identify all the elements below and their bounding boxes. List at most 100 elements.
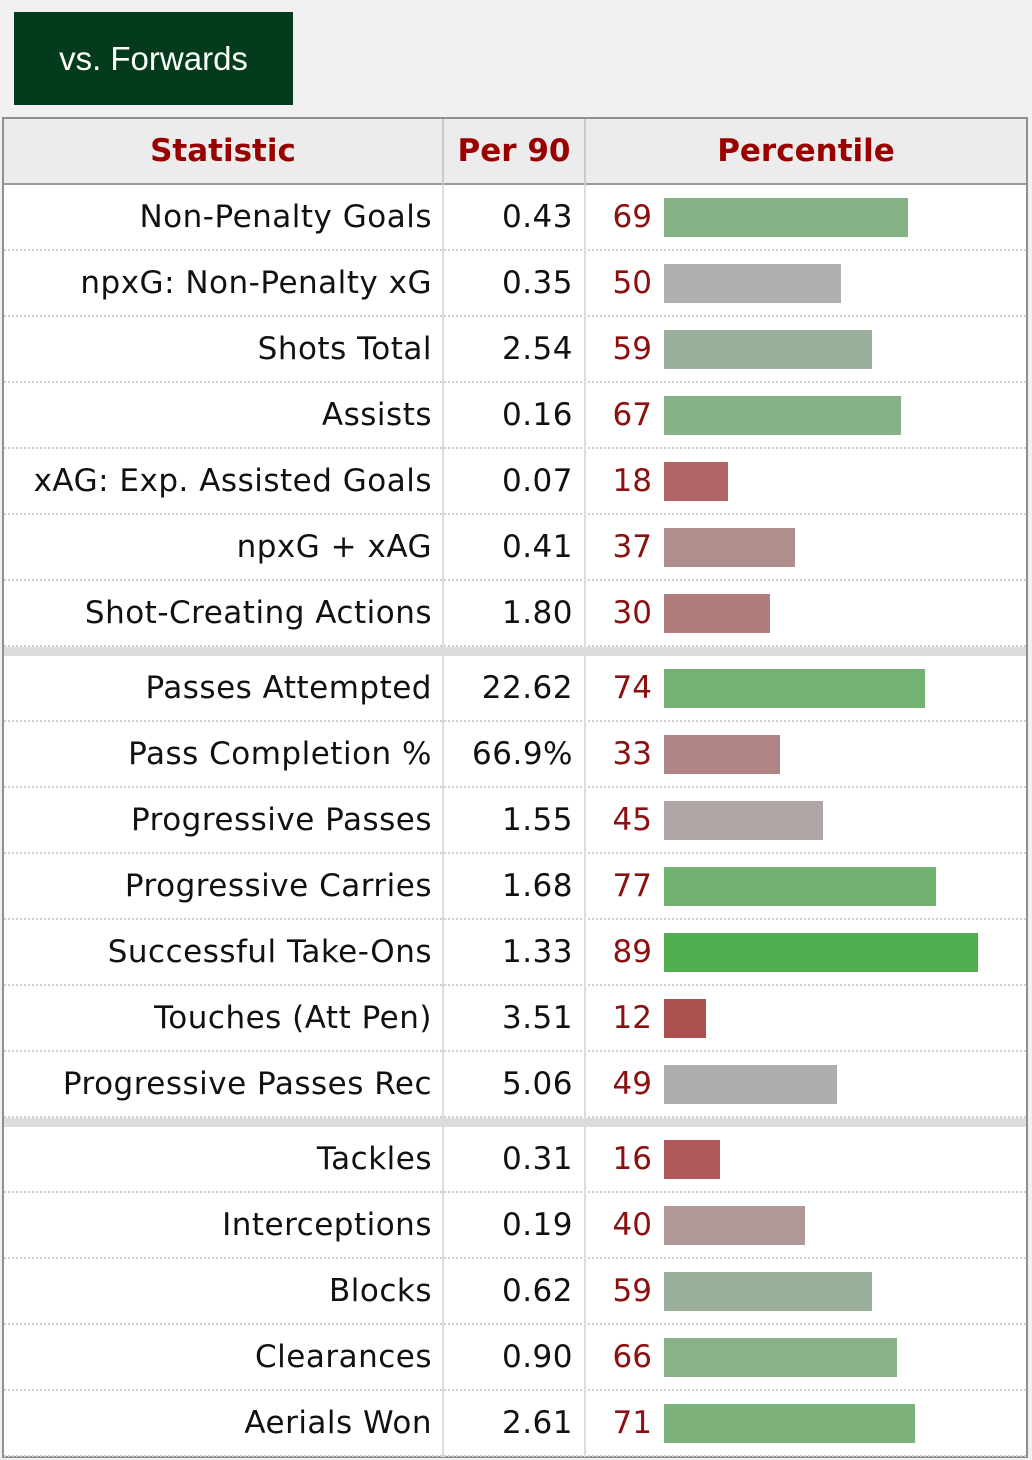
per90-value: 2.54 xyxy=(501,331,573,367)
header-percentile[interactable]: Percentile xyxy=(586,119,1026,185)
percentile-bar xyxy=(664,198,908,237)
percentile-table: Statistic Per 90 Percentile Non-Penalty … xyxy=(2,117,1028,1458)
stat-name: Passes Attempted xyxy=(145,670,432,706)
stat-name: Interceptions xyxy=(222,1207,432,1243)
percentile-value: 77 xyxy=(612,868,652,904)
percentile-bar xyxy=(664,528,795,567)
header-divider xyxy=(584,119,586,185)
table-row: Aerials Won 2.61 71 xyxy=(4,1391,1026,1457)
per90-value: 0.16 xyxy=(501,397,573,433)
percentile-bar xyxy=(664,462,728,501)
stat-name: Successful Take-Ons xyxy=(107,934,432,970)
percentile-bar xyxy=(664,1404,915,1443)
percentile-value: 12 xyxy=(612,1000,652,1036)
table-row: Assists 0.16 67 xyxy=(4,383,1026,449)
vs-forwards-tab[interactable]: vs. Forwards xyxy=(14,12,293,105)
per90-value: 0.43 xyxy=(501,199,573,235)
stat-name: Blocks xyxy=(329,1273,432,1309)
percentile-bar xyxy=(664,1140,720,1179)
percentile-bar xyxy=(664,735,780,774)
percentile-value: 89 xyxy=(612,934,652,970)
per90-value: 0.31 xyxy=(501,1141,573,1177)
table-row: Progressive Passes 1.55 45 xyxy=(4,788,1026,854)
table-row: Tackles 0.31 16 xyxy=(4,1127,1026,1193)
stat-name: Progressive Passes Rec xyxy=(62,1066,432,1102)
table-row: Blocks 0.62 59 xyxy=(4,1259,1026,1325)
stat-name: Touches (Att Pen) xyxy=(154,1000,432,1036)
header-per90[interactable]: Per 90 xyxy=(444,119,584,185)
table-row: Progressive Carries 1.68 77 xyxy=(4,854,1026,920)
column-divider xyxy=(584,185,586,647)
per90-value: 0.62 xyxy=(501,1273,573,1309)
per90-value: 0.19 xyxy=(501,1207,573,1243)
table-row: npxG + xAG 0.41 37 xyxy=(4,515,1026,581)
percentile-value: 16 xyxy=(612,1141,652,1177)
table-row: Passes Attempted 22.62 74 xyxy=(4,656,1026,722)
percentile-bar xyxy=(664,867,936,906)
percentile-value: 66 xyxy=(612,1339,652,1375)
percentile-value: 45 xyxy=(612,802,652,838)
percentile-value: 50 xyxy=(612,265,652,301)
table-row: Touches (Att Pen) 3.51 12 xyxy=(4,986,1026,1052)
table-row: Clearances 0.90 66 xyxy=(4,1325,1026,1391)
per90-value: 0.07 xyxy=(501,463,573,499)
header-divider xyxy=(442,119,444,185)
stat-name: Assists xyxy=(321,397,432,433)
table-row: xAG: Exp. Assisted Goals 0.07 18 xyxy=(4,449,1026,515)
table-row: Interceptions 0.19 40 xyxy=(4,1193,1026,1259)
percentile-bar xyxy=(664,669,925,708)
table-row: Shot-Creating Actions 1.80 30 xyxy=(4,581,1026,647)
stat-name: Tackles xyxy=(316,1141,432,1177)
stat-name: Non-Penalty Goals xyxy=(139,199,432,235)
stat-name: xAG: Exp. Assisted Goals xyxy=(33,463,432,499)
per90-value: 1.68 xyxy=(501,868,573,904)
percentile-value: 59 xyxy=(612,1273,652,1309)
per90-value: 1.33 xyxy=(501,934,573,970)
percentile-value: 18 xyxy=(612,463,652,499)
percentile-value: 59 xyxy=(612,331,652,367)
group-separator xyxy=(4,647,1026,656)
per90-value: 1.80 xyxy=(501,595,573,631)
percentile-bar xyxy=(664,1065,837,1104)
stat-name: Clearances xyxy=(255,1339,432,1375)
table-row: Successful Take-Ons 1.33 89 xyxy=(4,920,1026,986)
per90-value: 0.41 xyxy=(501,529,573,565)
table-row: Pass Completion % 66.9% 33 xyxy=(4,722,1026,788)
percentile-bar xyxy=(664,594,770,633)
stat-name: npxG + xAG xyxy=(236,529,432,565)
per90-value: 22.62 xyxy=(481,670,573,706)
percentile-value: 40 xyxy=(612,1207,652,1243)
percentile-value: 49 xyxy=(612,1066,652,1102)
per90-value: 0.90 xyxy=(501,1339,573,1375)
column-divider xyxy=(584,1127,586,1457)
column-divider xyxy=(442,185,444,647)
per90-value: 2.61 xyxy=(501,1405,573,1441)
group-separator xyxy=(4,1118,1026,1127)
per90-value: 66.9% xyxy=(472,736,573,772)
percentile-bar xyxy=(664,330,872,369)
stat-name: Pass Completion % xyxy=(128,736,432,772)
percentile-bar xyxy=(664,801,823,840)
percentile-value: 33 xyxy=(612,736,652,772)
table-row: npxG: Non-Penalty xG 0.35 50 xyxy=(4,251,1026,317)
per90-value: 3.51 xyxy=(501,1000,573,1036)
per90-value: 5.06 xyxy=(501,1066,573,1102)
table-row: Shots Total 2.54 59 xyxy=(4,317,1026,383)
stat-name: Progressive Passes xyxy=(130,802,432,838)
column-divider xyxy=(584,656,586,1118)
percentile-bar xyxy=(664,999,706,1038)
stat-name: Shots Total xyxy=(257,331,432,367)
stat-name: Shot-Creating Actions xyxy=(84,595,432,631)
header-statistic[interactable]: Statistic xyxy=(4,119,442,185)
percentile-bar xyxy=(664,264,841,303)
percentile-bar xyxy=(664,1338,897,1377)
percentile-value: 30 xyxy=(612,595,652,631)
per90-value: 0.35 xyxy=(501,265,573,301)
percentile-value: 74 xyxy=(612,670,652,706)
column-divider xyxy=(442,1127,444,1457)
stat-name: Progressive Carries xyxy=(124,868,432,904)
stat-name: Aerials Won xyxy=(244,1405,432,1441)
column-divider xyxy=(442,656,444,1118)
percentile-bar xyxy=(664,396,901,435)
table-row: Progressive Passes Rec 5.06 49 xyxy=(4,1052,1026,1118)
